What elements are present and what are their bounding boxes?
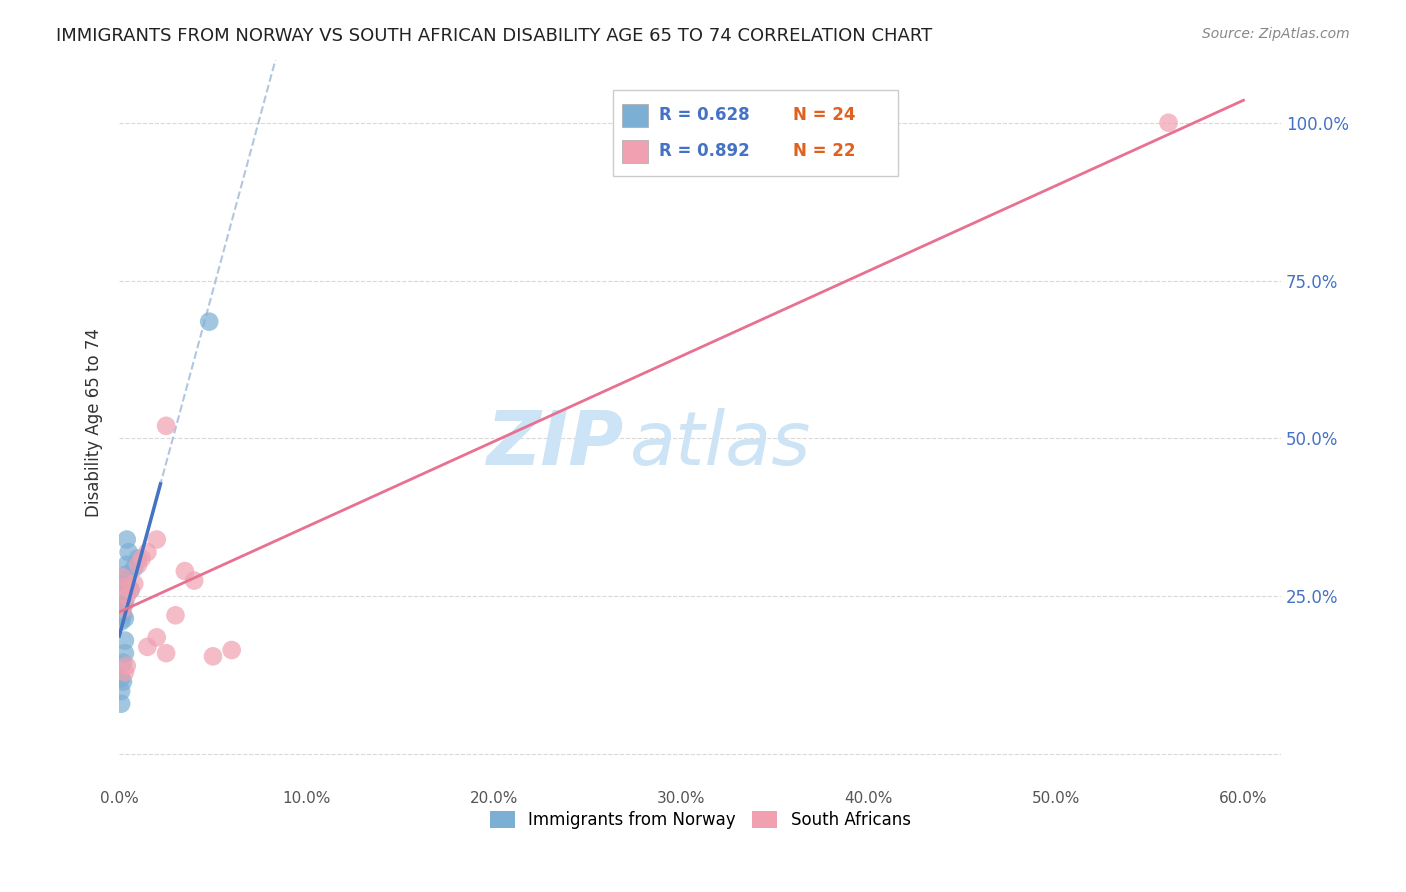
Point <box>111 599 134 613</box>
Legend: Immigrants from Norway, South Africans: Immigrants from Norway, South Africans <box>484 804 917 836</box>
Point <box>110 615 132 629</box>
Y-axis label: Disability Age 65 to 74: Disability Age 65 to 74 <box>86 328 103 517</box>
Point <box>111 596 134 610</box>
Point <box>115 567 138 582</box>
Point <box>122 576 145 591</box>
Point <box>110 684 132 698</box>
Point <box>114 580 136 594</box>
Point <box>114 646 136 660</box>
Point <box>145 631 167 645</box>
Point <box>117 545 139 559</box>
Text: Source: ZipAtlas.com: Source: ZipAtlas.com <box>1202 27 1350 41</box>
Point <box>115 558 138 572</box>
Point <box>114 574 136 588</box>
Point <box>120 582 142 597</box>
Point <box>127 551 149 566</box>
Point <box>155 646 177 660</box>
Text: R = 0.628: R = 0.628 <box>659 106 749 124</box>
Point <box>120 582 142 597</box>
Point <box>136 545 159 559</box>
Bar <box>623 103 648 128</box>
Point <box>115 533 138 547</box>
Point <box>111 570 134 584</box>
Point <box>201 649 224 664</box>
Point <box>115 658 138 673</box>
Text: N = 22: N = 22 <box>793 142 855 160</box>
Point <box>111 674 134 689</box>
Bar <box>623 140 648 163</box>
Point <box>131 551 153 566</box>
Point <box>127 558 149 572</box>
Point <box>114 633 136 648</box>
Text: ZIP: ZIP <box>488 408 624 481</box>
Point <box>115 590 138 604</box>
Point <box>111 656 134 670</box>
Point <box>221 643 243 657</box>
Text: N = 24: N = 24 <box>793 106 855 124</box>
Point <box>155 418 177 433</box>
Point <box>114 611 136 625</box>
Point <box>110 672 132 686</box>
Point <box>198 315 221 329</box>
Point <box>183 574 205 588</box>
Point <box>165 608 187 623</box>
Point <box>111 608 134 623</box>
Point <box>145 533 167 547</box>
Point <box>122 561 145 575</box>
Text: IMMIGRANTS FROM NORWAY VS SOUTH AFRICAN DISABILITY AGE 65 TO 74 CORRELATION CHAR: IMMIGRANTS FROM NORWAY VS SOUTH AFRICAN … <box>56 27 932 45</box>
Text: atlas: atlas <box>630 409 811 481</box>
Point <box>136 640 159 654</box>
Point <box>111 602 134 616</box>
Point <box>1157 116 1180 130</box>
Text: R = 0.892: R = 0.892 <box>659 142 751 160</box>
Point <box>117 580 139 594</box>
Point <box>114 665 136 680</box>
Point <box>111 576 134 591</box>
Bar <box>613 90 897 176</box>
Point <box>110 697 132 711</box>
Point <box>173 564 195 578</box>
Point <box>114 596 136 610</box>
